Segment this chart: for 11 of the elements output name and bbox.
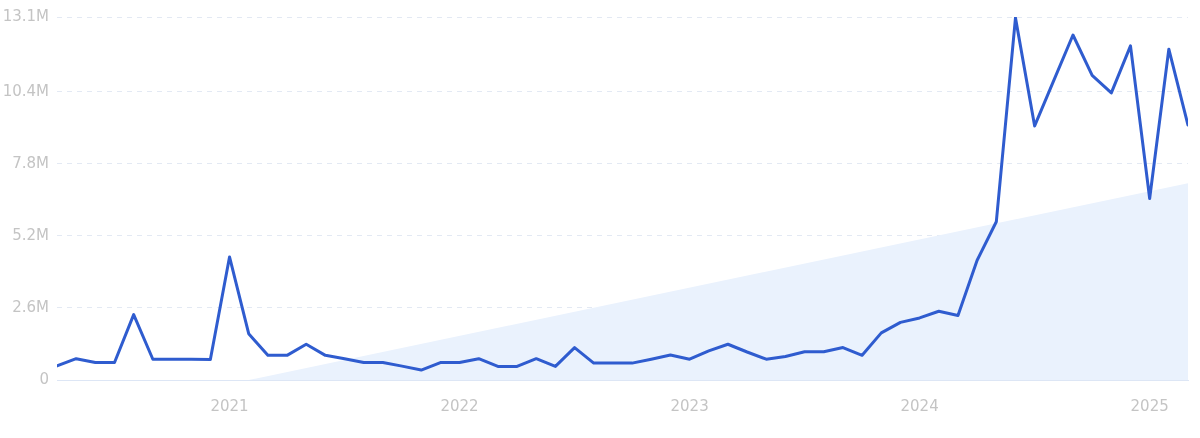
x-tick-label: 2021 bbox=[210, 396, 249, 415]
y-tick-label: 2.6M bbox=[12, 297, 49, 316]
x-tick-label: 2025 bbox=[1130, 396, 1169, 415]
y-tick-label: 0 bbox=[39, 369, 49, 388]
y-tick-label: 13.1M bbox=[2, 6, 49, 25]
x-tick-label: 2024 bbox=[900, 396, 939, 415]
y-tick-label: 10.4M bbox=[2, 81, 49, 100]
x-tick-label: 2023 bbox=[670, 396, 709, 415]
y-tick-label: 7.8M bbox=[12, 153, 49, 172]
x-tick-label: 2022 bbox=[440, 396, 479, 415]
y-tick-label: 5.2M bbox=[12, 225, 49, 244]
